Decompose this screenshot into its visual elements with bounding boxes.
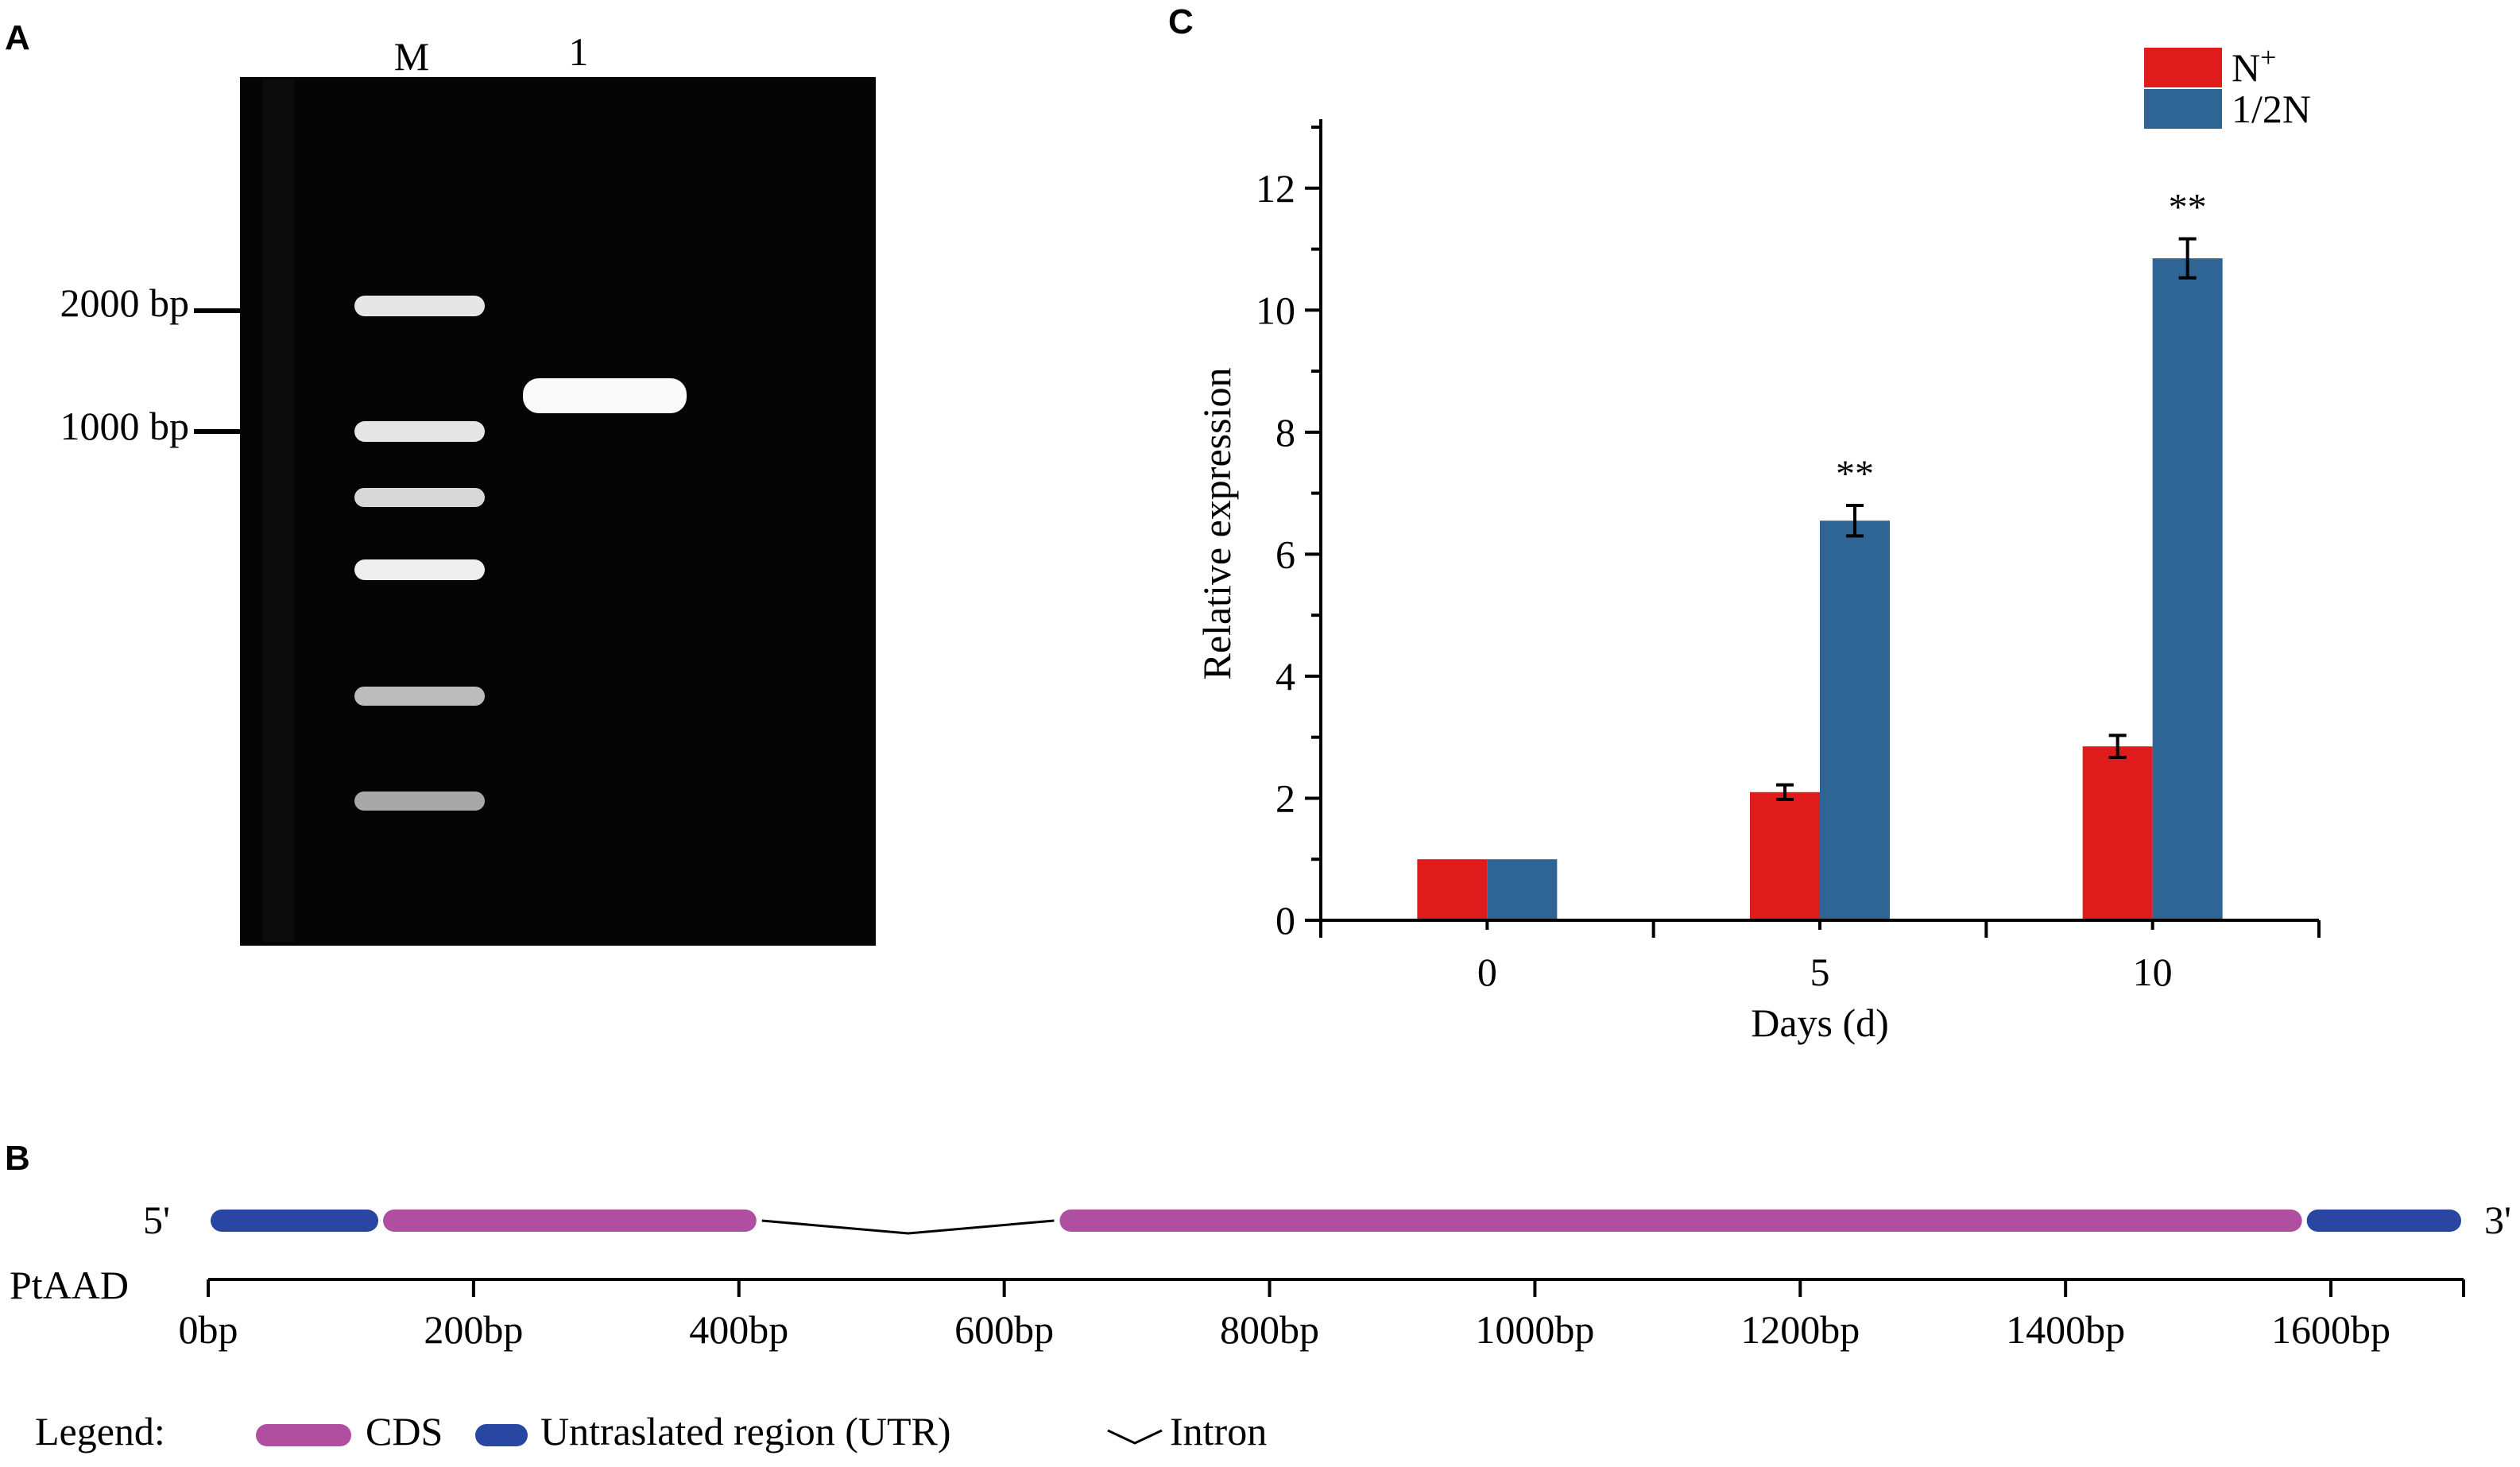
y-tick-label: 8: [1275, 410, 1295, 455]
scale-tick-label: 1000bp: [1475, 1307, 1594, 1352]
cds-legend-label: CDS: [366, 1409, 443, 1453]
y-tick-label: 2: [1275, 776, 1295, 820]
x-tick-label: 5: [1810, 950, 1830, 994]
scale-tick-label: 800bp: [1220, 1307, 1319, 1352]
gel-lane-marker-label: M: [394, 34, 429, 79]
sample-band: [523, 378, 687, 413]
ladder-band: [354, 421, 485, 442]
cds-segment: [383, 1210, 757, 1232]
intron-legend-label: Intron: [1170, 1409, 1267, 1453]
expression-chart: Relative expression Days (d) N+1/2N ****…: [1194, 41, 2321, 1045]
legend-swatch: [2144, 89, 2222, 129]
gene-structure-panel: 5' 3' PtAAD 0bp 200bp 400bp 600bp 800bp 1000b…: [10, 1198, 2511, 1453]
scale-tick-label: 1400bp: [2006, 1307, 2125, 1352]
gel-image: [240, 77, 876, 946]
y-axis-label: Relative expression: [1194, 368, 1239, 680]
ladder-band: [354, 687, 485, 706]
x-axis-label: Days (d): [1751, 1001, 1889, 1045]
bar: [2082, 746, 2153, 920]
legend-swatch: [2144, 48, 2222, 87]
y-tick-label: 4: [1275, 654, 1295, 699]
ladder-bands: [354, 296, 485, 811]
utr-segment: [211, 1210, 379, 1232]
gene-legend: Legend: CDS Untraslated region (UTR) Int…: [35, 1409, 1267, 1453]
ladder-band: [354, 559, 485, 580]
cds-segment: [1059, 1210, 2302, 1232]
y-tick-label: 12: [1256, 166, 1295, 211]
scale-tick-label: 1200bp: [1740, 1307, 1860, 1352]
legend-label: N+: [2232, 41, 2276, 90]
bar: [2152, 258, 2223, 920]
x-tick-label: 0: [1477, 950, 1497, 994]
bar: [1487, 859, 1558, 920]
gene-features: [211, 1210, 2461, 1235]
significance-annotation: **: [1836, 453, 1874, 495]
intron-legend-icon: [1107, 1429, 1163, 1445]
y-tick-label: 6: [1275, 532, 1295, 576]
significance-annotation: **: [2169, 186, 2207, 228]
five-prime-label: 5': [143, 1198, 170, 1242]
size-label-2000: 2000 bp: [60, 281, 190, 325]
size-label-1000: 1000 bp: [60, 404, 190, 448]
three-prime-label: 3': [2484, 1198, 2511, 1242]
utr-legend-label: Untraslated region (UTR): [540, 1409, 951, 1453]
scale-tick-label: 400bp: [689, 1307, 788, 1352]
panel-b-label: B: [5, 1139, 30, 1178]
y-tick-label: 0: [1275, 898, 1295, 943]
ladder-band: [354, 488, 485, 507]
gene-scale-axis: 0bp 200bp 400bp 600bp 800bp 1000bp 1200bp 1400b…: [179, 1278, 2465, 1352]
scale-tick-label: 600bp: [954, 1307, 1054, 1352]
gel-lane-sample-label: 1: [569, 29, 589, 74]
panel-a-label: A: [5, 18, 30, 57]
gel-panel: M 1 2000 bp 1000 bp: [60, 29, 876, 946]
scale-tick-label: 1600bp: [2271, 1307, 2390, 1352]
y-tick-label: 10: [1256, 288, 1295, 332]
gel-lane-shade: [262, 79, 294, 942]
gene-name-label: PtAAD: [10, 1263, 129, 1307]
utr-swatch: [475, 1424, 528, 1446]
panel-c-label: C: [1168, 2, 1194, 41]
size-marker-1000: 1000 bp: [60, 404, 240, 448]
chart-legend: N+1/2N: [2144, 41, 2311, 131]
bar: [1417, 859, 1488, 920]
bar: [1820, 521, 1890, 920]
intron-line: [761, 1219, 1055, 1235]
ladder-band: [354, 296, 485, 316]
gene-legend-title: Legend:: [35, 1409, 165, 1453]
scale-tick-label: 0bp: [179, 1307, 238, 1352]
bar: [1750, 792, 1820, 920]
cds-swatch: [256, 1424, 351, 1446]
size-marker-2000: 2000 bp: [60, 281, 240, 325]
ladder-band: [354, 792, 485, 811]
utr-segment: [2306, 1210, 2461, 1232]
x-tick-label: 10: [2133, 950, 2173, 994]
plot-area: ** ** 0 2 4 6 8 10 12 0 5 10: [1256, 119, 2321, 994]
scale-tick-label: 200bp: [424, 1307, 523, 1352]
legend-label: 1/2N: [2232, 87, 2311, 131]
